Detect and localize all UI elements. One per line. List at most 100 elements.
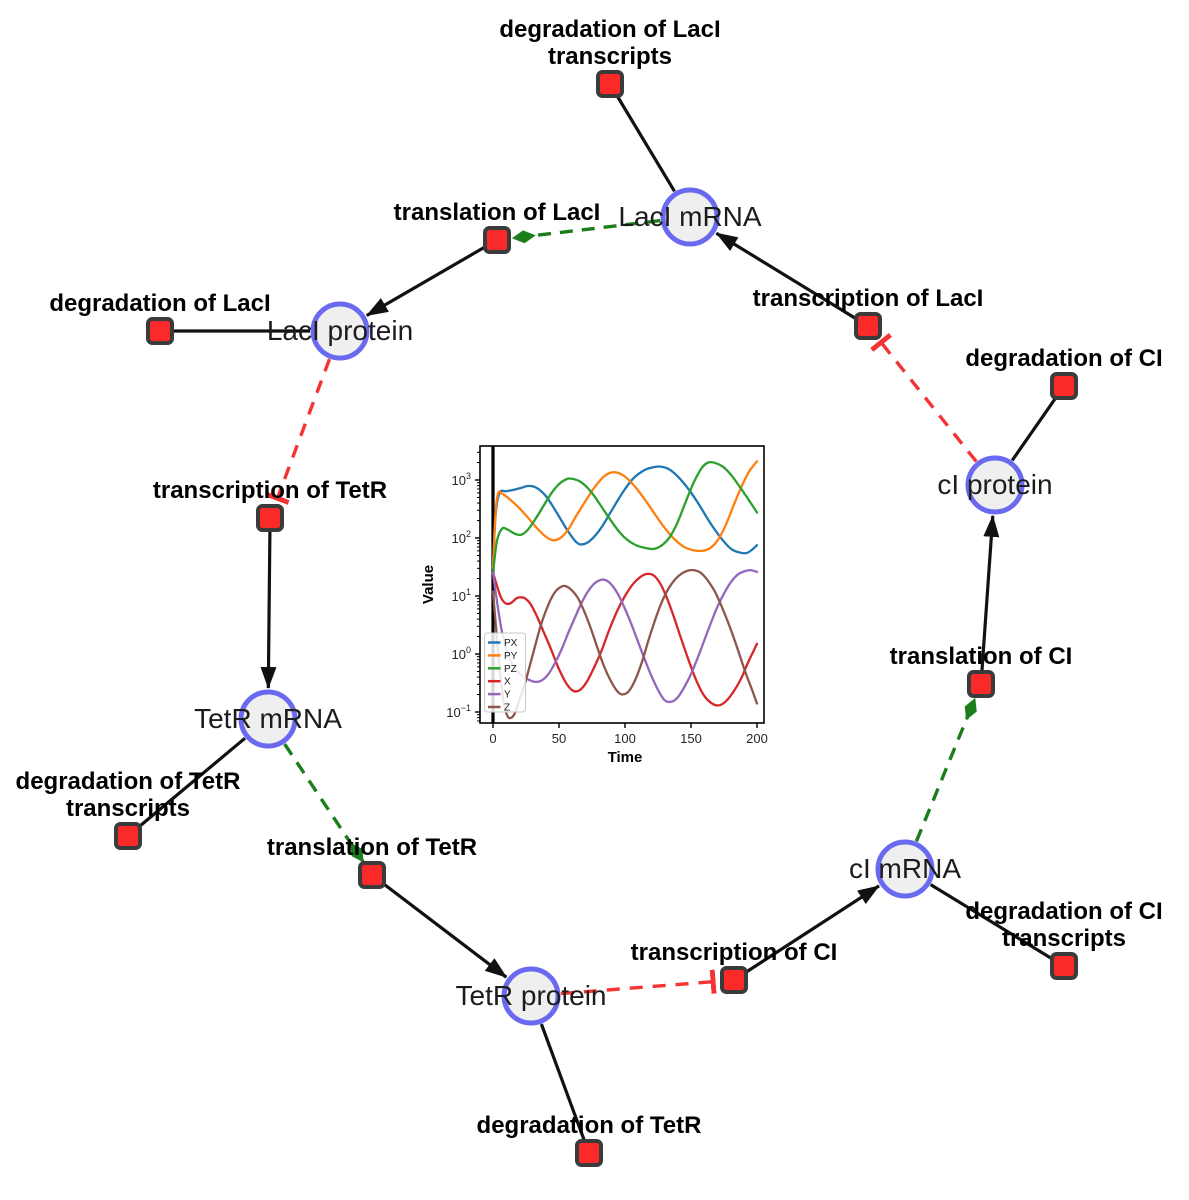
- y-tick-label: 10−1: [446, 703, 471, 720]
- species-node-ci_protein[interactable]: cI protein: [937, 455, 1053, 515]
- x-tick-label: 100: [614, 731, 636, 746]
- reaction-square[interactable]: [720, 966, 748, 994]
- reaction-square[interactable]: [146, 317, 174, 345]
- reaction-label: transcription of TetR: [153, 477, 387, 504]
- species-label: cI protein: [937, 469, 1052, 500]
- edge-consumption-ci_mrna-deg_ci_tx: [929, 883, 1053, 961]
- series-PX: [491, 465, 759, 570]
- edge-production-transl_laci-laci_protein: [365, 245, 486, 317]
- edge-layer: [137, 95, 1058, 1141]
- edge-inhibition-laci_protein-txn_tetr: [265, 358, 332, 505]
- reaction-label: translation of LacI: [394, 199, 601, 226]
- legend-label-PY: PY: [504, 651, 518, 662]
- legend-label-PZ: PZ: [504, 664, 517, 675]
- reaction-square[interactable]: [1050, 952, 1078, 980]
- edge-production-transl_ci-ci_protein: [980, 514, 1000, 671]
- x-tick-label: 50: [552, 731, 566, 746]
- x-axis-label: Time: [608, 749, 643, 766]
- y-tick-label: 101: [452, 587, 471, 604]
- reaction-square[interactable]: [483, 226, 511, 254]
- species-circle[interactable]: [875, 839, 935, 899]
- reaction-square[interactable]: [596, 70, 624, 98]
- species-circle[interactable]: [501, 966, 561, 1026]
- reaction-label: translation of CI: [890, 643, 1073, 670]
- series-Y: [491, 568, 759, 704]
- species-node-laci_protein[interactable]: LacI protein: [267, 301, 413, 361]
- y-tick-label: 100: [452, 645, 471, 662]
- reaction-node-transl_laci[interactable]: translation of LacI: [394, 199, 601, 254]
- edge-modifier-tetr_mrna-transl_tetr: [283, 743, 365, 863]
- species-label: LacI mRNA: [618, 201, 761, 232]
- series-PZ: [491, 460, 759, 575]
- reaction-node-txn_ci[interactable]: transcription of CI: [631, 939, 838, 994]
- reaction-label: degradation of CI: [965, 345, 1162, 372]
- reaction-node-deg_laci[interactable]: degradation of LacI: [49, 290, 271, 345]
- reaction-node-deg_ci_tx[interactable]: degradation of CI transcripts: [965, 898, 1163, 980]
- reaction-label: transcription of LacI: [753, 285, 984, 312]
- reaction-node-deg_tetr[interactable]: degradation of TetR: [477, 1112, 702, 1167]
- reaction-label: degradation of LacI transcripts: [499, 16, 720, 70]
- legend-label-Z: Z: [504, 703, 510, 714]
- species-label: cI mRNA: [849, 853, 961, 884]
- species-label: LacI protein: [267, 315, 413, 346]
- legend-label-Y: Y: [504, 690, 511, 701]
- reaction-label: degradation of TetR transcripts: [16, 768, 241, 822]
- edge-consumption-laci_mrna-deg_laci_tx: [615, 95, 676, 193]
- reaction-node-deg_ci[interactable]: degradation of CI: [965, 345, 1163, 400]
- species-circle[interactable]: [238, 689, 298, 749]
- species-node-tetr_protein[interactable]: TetR protein: [456, 966, 607, 1026]
- y-tick-label: 102: [452, 529, 471, 546]
- reaction-label: degradation of CI transcripts: [965, 898, 1162, 952]
- x-tick-label: 200: [746, 731, 768, 746]
- reaction-node-transl_ci[interactable]: translation of CI: [890, 643, 1073, 698]
- species-circle[interactable]: [965, 455, 1025, 515]
- chart-legend: PX PY PZ XYZ: [484, 632, 526, 714]
- species-node-tetr_mrna[interactable]: TetR mRNA: [194, 689, 342, 749]
- reaction-square[interactable]: [1050, 372, 1078, 400]
- species-circle[interactable]: [660, 187, 720, 247]
- legend-label-X: X: [504, 677, 511, 688]
- edge-production-txn_ci-ci_mrna: [744, 884, 880, 974]
- legend-label-PX: PX: [504, 638, 518, 649]
- x-tick-label: 0: [489, 731, 496, 746]
- plot-frame: [479, 445, 765, 724]
- edge-production-txn_tetr-tetr_mrna: [260, 531, 277, 689]
- reaction-label: degradation of TetR: [477, 1112, 702, 1139]
- reaction-label: degradation of LacI: [49, 290, 270, 317]
- edge-consumption-tetr_protein-deg_tetr: [539, 1023, 586, 1141]
- edge-consumption-tetr_mrna-deg_tetr_tx: [137, 736, 247, 829]
- reaction-node-transl_tetr[interactable]: translation of TetR: [267, 834, 477, 889]
- species-node-ci_mrna[interactable]: cI mRNA: [849, 839, 961, 899]
- reaction-square[interactable]: [256, 504, 284, 532]
- reaction-label: transcription of CI: [631, 939, 838, 966]
- edge-modifier-laci_mrna-transl_laci: [511, 218, 661, 244]
- series-Z: [491, 568, 759, 720]
- reaction-square[interactable]: [114, 822, 142, 850]
- species-layer: LacI mRNA LacI protein TetR mRNA TetR prote…: [194, 187, 1053, 1026]
- species-node-laci_mrna[interactable]: LacI mRNA: [618, 187, 762, 247]
- reaction-node-deg_tetr_tx[interactable]: degradation of TetR transcripts: [16, 768, 241, 850]
- reaction-layer: degradation of LacI transcripts translatio…: [16, 16, 1163, 1167]
- species-circle[interactable]: [310, 301, 370, 361]
- edge-modifier-ci_mrna-transl_ci: [914, 697, 977, 842]
- reaction-node-deg_laci_tx[interactable]: degradation of LacI transcripts: [499, 16, 721, 98]
- species-label: TetR mRNA: [194, 703, 342, 734]
- reaction-node-txn_tetr[interactable]: transcription of TetR: [153, 477, 387, 532]
- series-X: [491, 571, 759, 707]
- reaction-square[interactable]: [358, 861, 386, 889]
- reaction-square[interactable]: [967, 670, 995, 698]
- edge-production-transl_tetr-tetr_protein: [382, 882, 508, 979]
- reaction-label: translation of TetR: [267, 834, 477, 861]
- edge-inhibition-tetr_protein-txn_ci: [560, 969, 717, 996]
- edge-production-txn_laci-laci_mrna: [715, 231, 857, 321]
- y-axis-label: Value: [420, 565, 437, 604]
- reaction-square[interactable]: [854, 312, 882, 340]
- reaction-square[interactable]: [575, 1139, 603, 1167]
- series-PY: [491, 460, 759, 570]
- y-tick-label: 103: [452, 471, 471, 488]
- reaction-node-txn_laci[interactable]: transcription of LacI: [753, 285, 984, 340]
- edge-consumption-ci_protein-deg_ci: [1010, 396, 1058, 462]
